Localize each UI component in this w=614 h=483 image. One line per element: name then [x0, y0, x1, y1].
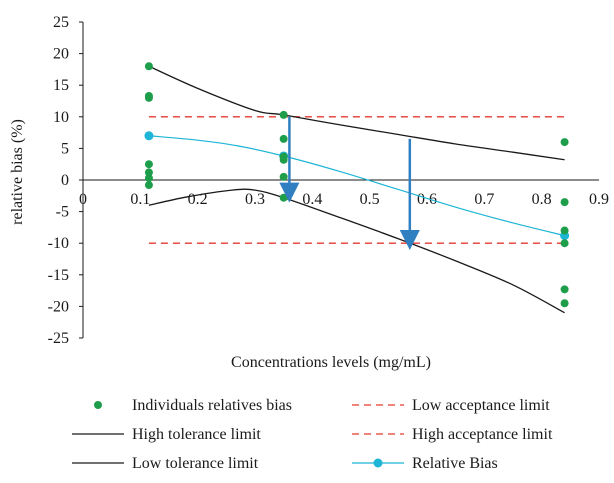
data-point [279, 134, 288, 143]
data-point [560, 138, 569, 147]
x-tick-label: 0.8 [532, 191, 552, 208]
data-point [560, 239, 569, 248]
x-tick-label: 0.4 [302, 191, 322, 208]
x-tick-label: 0.1 [130, 191, 150, 208]
x-tick-label: 0.9 [589, 191, 609, 208]
x-tick-labels: 0 0.1 0.2 0.3 0.4 0.5 0.6 0.7 0.8 0.9 [79, 191, 609, 208]
data-point [560, 299, 569, 308]
y-tick-label: 20 [53, 46, 69, 63]
y-tick-label: -5 [56, 204, 69, 221]
y-tick-label: 0 [61, 172, 69, 189]
x-tick-label: 0.5 [360, 191, 380, 208]
legend-item: Low tolerance limit [72, 455, 259, 472]
data-point [279, 172, 288, 181]
y-tick-label: -10 [48, 235, 69, 252]
data-point [279, 193, 288, 202]
data-point [144, 93, 153, 102]
y-tick-label: -20 [48, 298, 69, 315]
x-tick-label: 0 [79, 191, 87, 208]
y-tick-label: 25 [53, 14, 69, 31]
legend-item: Individuals relatives bias [94, 397, 292, 414]
legend-label: Low acceptance limit [412, 397, 550, 414]
annotation-layer [279, 116, 420, 251]
relative-bias-marker [144, 131, 154, 141]
legend-item: High acceptance limit [352, 426, 553, 443]
y-axis-title: relative bias (%) [9, 119, 26, 225]
legend-label: High tolerance limit [132, 426, 261, 443]
y-tick-label: 15 [53, 77, 69, 94]
data-point [560, 285, 569, 294]
y-tick-label: -15 [48, 267, 69, 284]
data-point [560, 198, 569, 207]
legend-item: High tolerance limit [72, 426, 261, 443]
legend: Individuals relatives bias Low acceptance… [72, 397, 553, 472]
y-tick-label: 5 [61, 140, 69, 157]
legend-swatch [94, 401, 102, 409]
x-tick-label: 0.7 [474, 191, 494, 208]
x-tick-label: 0.6 [417, 191, 437, 208]
legend-item: Relative Bias [352, 455, 498, 472]
legend-label: Low tolerance limit [132, 455, 259, 472]
data-point [144, 181, 153, 190]
legend-swatch-marker [373, 458, 383, 468]
data-point [144, 62, 153, 71]
high-tolerance-limit-line [148, 65, 565, 161]
data-point [144, 174, 153, 183]
legend-label: High acceptance limit [412, 426, 553, 443]
x-tick-label: 0.3 [245, 191, 265, 208]
x-axis-title: Concentrations levels (mg/mL) [231, 354, 431, 371]
y-tick-label: -25 [48, 330, 69, 347]
y-tick-labels: -25 -20 -15 -10 -5 0 5 10 15 20 25 [48, 14, 83, 347]
data-point [560, 226, 569, 235]
legend-label: Relative Bias [412, 455, 498, 472]
data-point [279, 155, 288, 164]
legend-label: Individuals relatives bias [132, 397, 292, 414]
series-layer [144, 62, 570, 314]
data-point [144, 168, 153, 177]
relative-bias-line [148, 135, 565, 237]
y-tick-label: 10 [53, 109, 69, 126]
legend-item: Low acceptance limit [352, 397, 550, 414]
data-point [279, 110, 288, 119]
data-point [144, 160, 153, 169]
axes [82, 22, 599, 338]
low-tolerance-limit-line [148, 188, 565, 314]
